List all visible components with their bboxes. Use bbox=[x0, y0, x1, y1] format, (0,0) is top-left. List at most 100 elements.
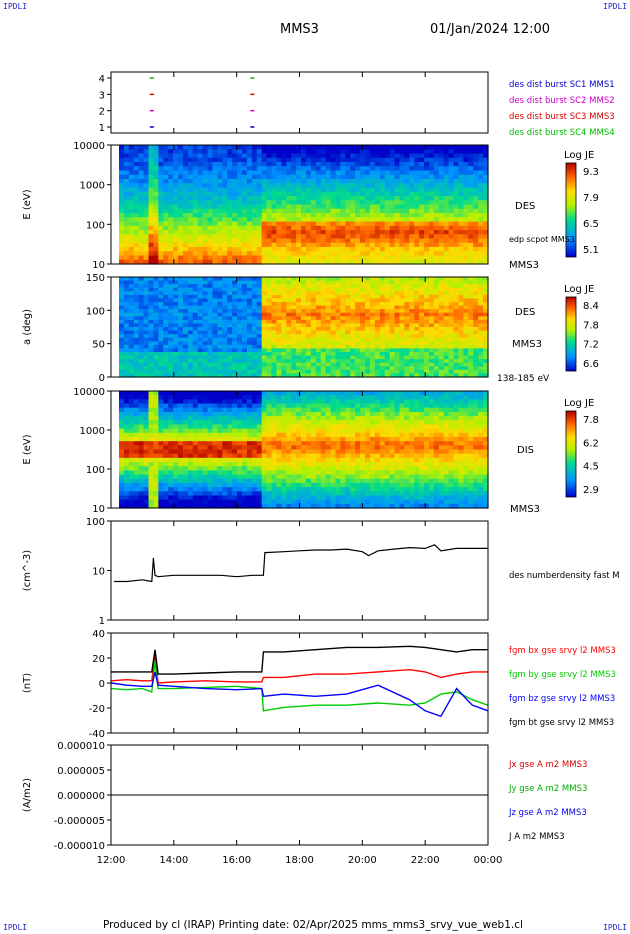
des-energy-cell bbox=[404, 153, 410, 159]
pitch-angle-cell bbox=[246, 323, 253, 328]
des-energy-cell bbox=[128, 166, 135, 172]
pitch-angle-cell bbox=[123, 362, 130, 367]
des-energy-cell bbox=[320, 157, 327, 163]
pitch-angle-cell bbox=[187, 348, 194, 353]
des-energy-cell bbox=[325, 162, 332, 167]
des-energy-cell bbox=[217, 221, 223, 227]
pitch-angle-cell bbox=[192, 291, 199, 296]
pitch-angle-cell bbox=[350, 352, 356, 357]
pitch-angle-cell bbox=[389, 355, 396, 360]
pitch-angle-cell bbox=[158, 316, 164, 321]
des-energy-cell bbox=[163, 191, 169, 197]
pitch-angle-cell bbox=[182, 341, 189, 346]
dis-energy-cell bbox=[158, 411, 164, 417]
pitch-angle-cell bbox=[251, 316, 258, 321]
des-energy-cell bbox=[428, 259, 435, 265]
dis-energy-cell bbox=[143, 416, 150, 421]
pitch-angle-cell bbox=[296, 369, 302, 375]
des-energy-cell bbox=[379, 213, 386, 218]
dis-energy-cell bbox=[192, 449, 199, 455]
des-energy-cell bbox=[148, 200, 155, 206]
dis-energy-cell bbox=[192, 487, 199, 492]
pitch-angle-cell bbox=[123, 277, 130, 282]
dis-energy-cell bbox=[123, 436, 130, 442]
des-energy-cell bbox=[232, 247, 238, 252]
des-energy-cell bbox=[345, 213, 351, 218]
des-energy-cell bbox=[128, 213, 135, 218]
des-energy-cell bbox=[448, 187, 455, 193]
dis-energy-cell bbox=[187, 470, 194, 476]
des-energy-cell bbox=[119, 255, 125, 261]
des-energy-cell bbox=[251, 157, 258, 163]
des-energy-cell bbox=[428, 255, 435, 261]
pitch-angle-cell bbox=[163, 294, 169, 300]
des-energy-cell bbox=[296, 238, 302, 244]
des-energy-cell bbox=[424, 183, 430, 189]
des-energy-cell bbox=[335, 157, 341, 163]
pitch-angle-cell bbox=[394, 352, 401, 357]
des-energy-cell bbox=[128, 242, 135, 248]
dis-energy-cell bbox=[197, 395, 204, 400]
des-energy-cell bbox=[468, 153, 474, 159]
des-energy-cell bbox=[128, 221, 135, 227]
des-energy-cell bbox=[217, 247, 223, 252]
des-energy-cell bbox=[414, 174, 420, 180]
des-energy-cell bbox=[473, 217, 479, 223]
des-energy-cell bbox=[212, 251, 218, 257]
pitch-angle-cell bbox=[374, 305, 381, 310]
pitch-angle-cell bbox=[483, 369, 489, 375]
pitch-angle-cell bbox=[291, 337, 297, 342]
des-energy-cell bbox=[187, 230, 194, 235]
des-energy-cell bbox=[315, 247, 322, 252]
pitch-angle-cell bbox=[128, 348, 135, 353]
dis-energy-cell bbox=[242, 449, 248, 455]
des-energy-cell bbox=[483, 251, 489, 257]
pitch-angle-cell bbox=[271, 362, 278, 367]
des-energy-cell bbox=[468, 174, 474, 180]
dis-energy-cell bbox=[143, 487, 150, 492]
pitch-angle-cell bbox=[153, 284, 159, 289]
des-energy-cell bbox=[404, 183, 410, 189]
des-energy-cell bbox=[158, 166, 164, 172]
pitch-angle-cell bbox=[168, 352, 174, 357]
des-energy-cell bbox=[335, 153, 341, 159]
des-energy-cell bbox=[133, 225, 140, 231]
dis-energy-cell bbox=[148, 457, 155, 463]
pitch-angle-cell bbox=[217, 309, 223, 314]
des-energy-cell bbox=[478, 204, 484, 210]
dis-energy-cell bbox=[138, 499, 145, 505]
pitch-angle-cell bbox=[478, 341, 484, 346]
des-energy-cell bbox=[305, 191, 312, 197]
des-energy-cell bbox=[158, 183, 164, 189]
dis-energy-cell bbox=[148, 449, 155, 455]
des-energy-cell bbox=[433, 187, 440, 193]
pitch-angle-cell bbox=[369, 355, 376, 360]
des-energy-cell bbox=[325, 145, 332, 150]
des-energy-cell bbox=[187, 259, 194, 265]
des-energy-cell bbox=[360, 174, 366, 180]
des-energy-cell bbox=[276, 179, 282, 184]
des-energy-cell bbox=[261, 255, 268, 261]
des-energy-cell bbox=[330, 204, 337, 210]
des-energy-cell bbox=[340, 251, 346, 257]
des-energy-cell bbox=[325, 179, 332, 184]
des-energy-cell bbox=[369, 149, 376, 155]
dis-energy-cell bbox=[212, 462, 218, 467]
des-energy-cell bbox=[453, 255, 460, 261]
des-energy-cell bbox=[428, 251, 435, 257]
dis-energy-cell bbox=[182, 416, 189, 421]
des-energy-cell bbox=[217, 166, 223, 172]
pitch-angle-cell bbox=[187, 373, 194, 378]
des-energy-cell bbox=[123, 225, 130, 231]
des-energy-cell bbox=[355, 145, 361, 150]
pitch-angle-cell bbox=[119, 319, 125, 325]
pitch-angle-cell bbox=[296, 298, 302, 303]
pitch-angle-cell bbox=[192, 280, 199, 285]
pitch-angle-cell bbox=[197, 305, 204, 310]
dis-energy-cell bbox=[207, 416, 214, 421]
des-energy-cell bbox=[192, 179, 199, 184]
pitch-angle-cell bbox=[119, 341, 125, 346]
des-energy-cell bbox=[365, 200, 371, 206]
des-energy-cell bbox=[325, 234, 332, 240]
pitch-angle-cell bbox=[443, 344, 450, 350]
